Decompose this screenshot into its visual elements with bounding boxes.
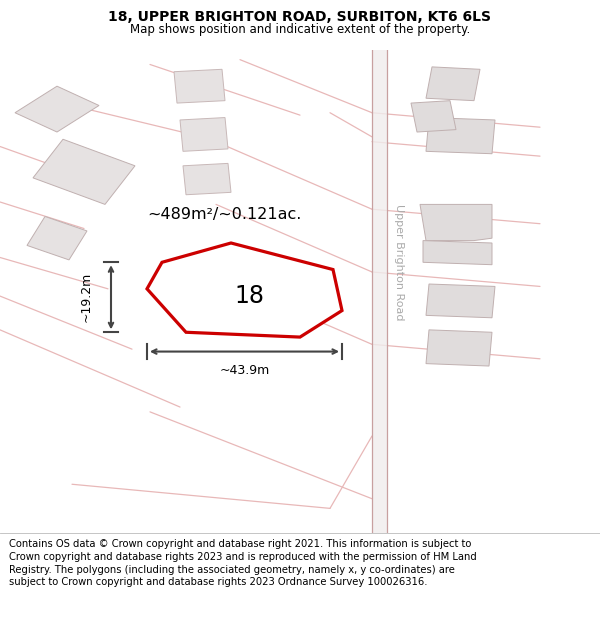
Polygon shape	[372, 50, 387, 532]
Polygon shape	[33, 139, 135, 204]
Polygon shape	[183, 163, 231, 195]
Polygon shape	[147, 243, 342, 337]
Polygon shape	[426, 67, 480, 101]
Polygon shape	[174, 69, 225, 103]
Text: 18, UPPER BRIGHTON ROAD, SURBITON, KT6 6LS: 18, UPPER BRIGHTON ROAD, SURBITON, KT6 6…	[109, 10, 491, 24]
Polygon shape	[420, 204, 492, 241]
Text: Map shows position and indicative extent of the property.: Map shows position and indicative extent…	[130, 23, 470, 36]
Text: ~43.9m: ~43.9m	[220, 364, 269, 377]
Polygon shape	[426, 284, 495, 318]
Polygon shape	[426, 330, 492, 366]
Text: 18: 18	[234, 284, 264, 308]
Polygon shape	[423, 241, 492, 265]
Polygon shape	[411, 101, 456, 132]
Text: ~19.2m: ~19.2m	[80, 272, 93, 322]
Polygon shape	[426, 118, 495, 154]
Text: Contains OS data © Crown copyright and database right 2021. This information is : Contains OS data © Crown copyright and d…	[9, 539, 477, 588]
Polygon shape	[15, 86, 99, 132]
Polygon shape	[27, 216, 87, 260]
Polygon shape	[180, 118, 228, 151]
Text: ~489m²/~0.121ac.: ~489m²/~0.121ac.	[147, 206, 301, 221]
Text: Upper Brighton Road: Upper Brighton Road	[394, 204, 404, 321]
